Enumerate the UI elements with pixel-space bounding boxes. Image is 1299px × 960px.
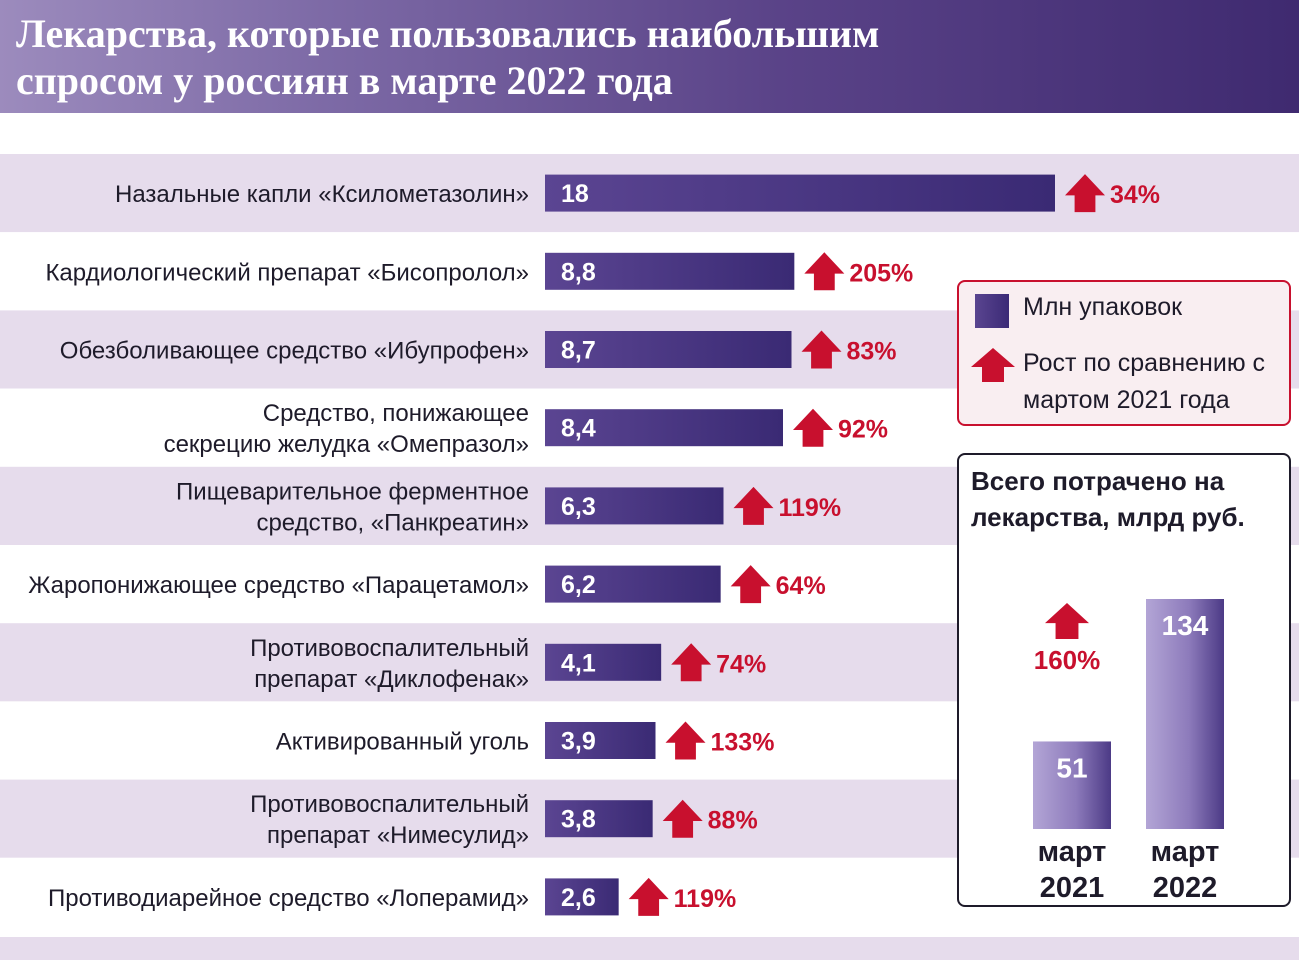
bar-value-label: 8,7 [561,337,596,365]
chart-title: Лекарства, которые пользовались наибольш… [16,11,880,103]
legend-label-growth: Рост по сравнению с мартом 2021 года [1023,349,1266,414]
total-column-value: 51 [1056,752,1087,783]
category-label: Противодиарейное средство «Лоперамид» [48,885,529,912]
category-label: Средство, понижающее секрецию желудка «Ом… [164,400,529,458]
bar [545,252,795,290]
growth-arrow-icon [628,877,669,916]
total-spending-chart: 51 март 2021 134 март 2022 160% [1033,599,1224,904]
bar-value-label: 6,3 [561,493,596,521]
bar [545,331,792,368]
growth-arrow-icon [1065,174,1105,213]
category-label: Назальные капли «Ксилометазолин» [115,181,529,208]
bar-value-label: 18 [561,180,589,208]
total-growth-label: 160% [1034,645,1101,675]
growth-arrow-icon [733,486,774,525]
growth-label: 133% [711,729,775,757]
growth-label: 205% [849,259,913,287]
category-label: Противовоспалительный препарат «Диклофена… [250,635,529,693]
growth-label: 64% [776,572,826,600]
total-column-value: 134 [1162,610,1209,641]
bar [545,878,619,916]
up-arrow-icon [971,348,1015,382]
growth-label: 34% [1110,181,1160,209]
bar [545,487,724,525]
total-column [1146,599,1224,829]
growth-label: 88% [708,807,758,835]
category-label: Жаропонижающее средство «Парацетамол» [28,572,529,599]
growth-arrow-icon [801,330,842,369]
growth-arrow-icon [665,721,706,760]
total-spending-title: Всего потрачено на лекарства, млрд руб. [971,466,1245,532]
header-banner: Лекарства, которые пользовались наибольш… [0,0,1299,113]
category-label: Кардиологический препарат «Бисопролол» [45,259,529,286]
total-column [1033,741,1111,829]
growth-arrow-icon [662,799,703,838]
total-spending-panel: Всего потрачено на лекарства, млрд руб. … [957,453,1291,907]
total-growth-arrow-icon [1045,603,1089,639]
bar-value-label: 8,8 [561,258,596,286]
growth-label: 119% [674,885,737,913]
total-column-label: март 2021 [1038,836,1107,904]
bar-value-label: 4,1 [561,649,596,677]
bar [545,174,1055,212]
growth-label: 83% [847,338,897,366]
category-label: Пищеварительное ферментное средство, «Пан… [176,478,529,536]
growth-arrow-icon [793,408,833,447]
category-label: Активированный уголь [276,729,529,756]
bar [545,800,653,838]
bar [545,409,783,447]
growth-arrow-icon [804,252,845,291]
total-column-label: март 2022 [1151,836,1220,904]
growth-arrow-icon [730,565,771,604]
bar-value-label: 2,6 [561,884,596,912]
bar-value-label: 3,9 [561,728,596,756]
bar-value-label: 3,8 [561,806,596,834]
bar [545,722,656,759]
legend-label-packages: Млн упаковок [1023,293,1183,321]
legend: Млн упаковок Рост по сравнению с мартом … [957,280,1291,426]
bottom-stripe [0,937,1299,960]
growth-label: 119% [779,494,842,522]
legend-swatch-packages [975,294,1009,328]
growth-label: 92% [838,416,888,444]
bar [545,643,662,681]
category-label: Обезболивающее средство «Ибупрофен» [60,338,529,365]
bar [545,565,721,603]
bar-value-label: 8,4 [561,415,596,443]
growth-label: 74% [716,650,766,678]
growth-arrow-icon [671,643,712,682]
bar-value-label: 6,2 [561,571,596,599]
category-label: Противовоспалительный препарат «Нимесулид… [250,791,529,849]
